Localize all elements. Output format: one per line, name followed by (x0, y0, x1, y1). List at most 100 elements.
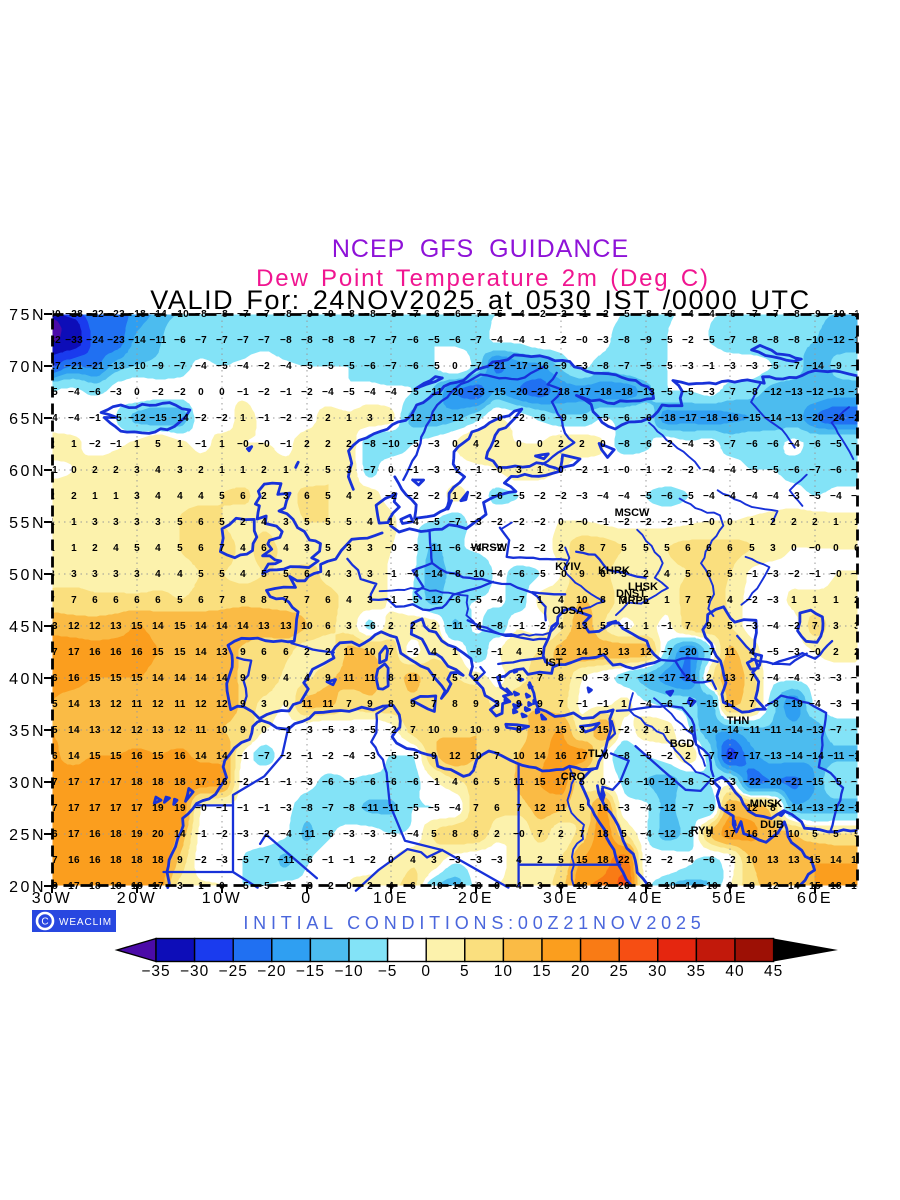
svg-text:14: 14 (68, 699, 80, 710)
svg-text:6: 6 (240, 491, 246, 502)
svg-text:15: 15 (597, 725, 609, 736)
svg-text:0: 0 (71, 465, 77, 476)
svg-text:11: 11 (513, 777, 524, 788)
svg-text:11: 11 (343, 673, 354, 684)
svg-text:−4: −4 (449, 803, 461, 814)
svg-text:−4: −4 (343, 751, 355, 762)
svg-text:2: 2 (558, 439, 564, 450)
svg-text:−1: −1 (597, 699, 609, 710)
svg-text:−0: −0 (491, 465, 503, 476)
svg-text:−0: −0 (703, 517, 715, 528)
svg-text:−0: −0 (597, 751, 609, 762)
svg-text:1: 1 (833, 595, 839, 606)
svg-text:−6: −6 (661, 491, 673, 502)
svg-text:−14: −14 (171, 413, 189, 424)
svg-text:3: 3 (283, 517, 289, 528)
svg-text:−3: −3 (767, 569, 779, 580)
svg-text:−7: −7 (470, 309, 482, 320)
svg-text:MNSK: MNSK (750, 798, 782, 810)
svg-text:1: 1 (643, 621, 649, 632)
svg-text:−5: −5 (809, 491, 821, 502)
svg-text:9: 9 (261, 673, 267, 684)
svg-text:17: 17 (46, 855, 58, 866)
svg-text:−2: −2 (534, 517, 546, 528)
svg-text:−2: −2 (661, 855, 673, 866)
svg-text:−6: −6 (703, 855, 715, 866)
svg-text:13: 13 (618, 647, 630, 658)
svg-text:7: 7 (749, 699, 755, 710)
svg-text:12: 12 (195, 699, 207, 710)
svg-text:5: 5 (727, 621, 733, 632)
svg-text:6: 6 (727, 543, 733, 554)
svg-text:5: 5 (460, 963, 470, 980)
svg-text:−1: −1 (195, 829, 207, 840)
svg-text:7: 7 (706, 595, 712, 606)
svg-text:−24: −24 (848, 413, 866, 424)
svg-text:−8: −8 (343, 803, 355, 814)
svg-text:−4: −4 (322, 387, 334, 398)
svg-text:−4: −4 (682, 725, 694, 736)
svg-text:−6: −6 (661, 699, 673, 710)
svg-text:5: 5 (727, 569, 733, 580)
svg-text:LHSK: LHSK (628, 581, 658, 593)
svg-text:−18: −18 (594, 387, 612, 398)
svg-text:−11: −11 (848, 751, 865, 762)
svg-text:13: 13 (724, 803, 736, 814)
svg-text:8: 8 (452, 829, 458, 840)
svg-text:9: 9 (537, 699, 543, 710)
svg-text:60E: 60E (797, 890, 833, 907)
svg-text:−9: −9 (555, 361, 567, 372)
svg-text:−1: −1 (682, 517, 694, 528)
svg-text:−6: −6 (407, 777, 419, 788)
svg-text:4: 4 (558, 621, 564, 632)
svg-text:−13: −13 (425, 413, 443, 424)
svg-text:−7: −7 (703, 751, 715, 762)
svg-text:−2: −2 (449, 465, 461, 476)
svg-text:−8: −8 (640, 309, 652, 320)
svg-text:−7: −7 (830, 725, 842, 736)
svg-text:1: 1 (854, 517, 860, 528)
svg-text:11: 11 (322, 699, 333, 710)
svg-text:−3: −3 (703, 439, 715, 450)
svg-text:−8: −8 (364, 439, 376, 450)
svg-text:10: 10 (788, 829, 800, 840)
svg-text:−5: −5 (830, 439, 842, 450)
svg-text:3: 3 (71, 569, 77, 580)
svg-text:−30: −30 (180, 963, 209, 980)
svg-text:13: 13 (534, 725, 546, 736)
svg-text:14: 14 (195, 621, 207, 632)
svg-text:−15: −15 (149, 413, 167, 424)
svg-text:14: 14 (576, 647, 588, 658)
svg-text:−1: −1 (237, 387, 249, 398)
svg-text:ODSA: ODSA (552, 605, 584, 617)
svg-text:5: 5 (261, 569, 267, 580)
svg-text:3: 3 (261, 699, 267, 710)
svg-text:−4: −4 (851, 491, 863, 502)
svg-text:−8: −8 (322, 335, 334, 346)
svg-text:−3: −3 (724, 361, 736, 372)
svg-text:−5: −5 (640, 361, 652, 372)
svg-text:−17: −17 (679, 413, 697, 424)
svg-text:−1: −1 (385, 595, 397, 606)
svg-text:−5: −5 (746, 465, 758, 476)
svg-text:−7: −7 (216, 335, 228, 346)
svg-text:19: 19 (152, 803, 164, 814)
svg-text:4: 4 (155, 543, 161, 554)
svg-text:2: 2 (812, 517, 818, 528)
svg-text:30N: 30N (9, 775, 46, 792)
svg-text:0: 0 (301, 890, 312, 907)
svg-text:5: 5 (155, 439, 161, 450)
svg-text:−6: −6 (767, 439, 779, 450)
svg-text:5: 5 (537, 647, 543, 658)
svg-text:1: 1 (219, 439, 225, 450)
svg-text:22: 22 (618, 855, 630, 866)
svg-text:−2: −2 (555, 335, 567, 346)
svg-text:−3: −3 (364, 751, 376, 762)
svg-text:1: 1 (71, 517, 77, 528)
svg-text:−4: −4 (809, 699, 821, 710)
svg-text:−2: −2 (661, 517, 673, 528)
svg-text:−7: −7 (618, 361, 630, 372)
svg-text:−5: −5 (597, 413, 609, 424)
svg-text:15: 15 (532, 963, 551, 980)
svg-text:−6: −6 (174, 335, 186, 346)
